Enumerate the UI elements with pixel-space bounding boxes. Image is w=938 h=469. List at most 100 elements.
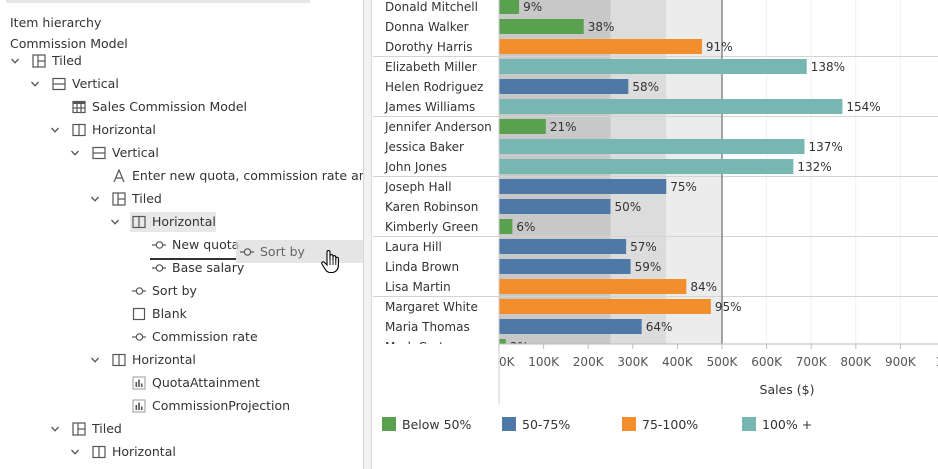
horizontal-layout-icon <box>92 445 106 459</box>
tree-item[interactable]: Tiled <box>0 189 363 209</box>
tree-item-label: QuotaAttainment <box>152 375 260 390</box>
bar[interactable] <box>499 0 520 14</box>
legend-item[interactable]: 100% + <box>742 412 812 436</box>
bar[interactable] <box>499 199 611 214</box>
x-tick-label: 1,0 <box>935 355 938 369</box>
tree-item[interactable]: Horizontal <box>0 120 363 140</box>
chevron-down-icon[interactable] <box>10 56 20 66</box>
tree-item[interactable]: QuotaAttainment <box>0 373 363 393</box>
x-tick-label: 700K <box>796 355 828 369</box>
chevron-down-icon[interactable] <box>30 79 40 89</box>
legend-item[interactable]: Below 50% <box>382 412 471 436</box>
legend-item[interactable]: 50-75% <box>502 412 570 436</box>
x-tick-label: 500K <box>707 355 739 369</box>
tree-item[interactable]: Vertical <box>0 74 363 94</box>
legend-label: 75-100% <box>642 416 699 432</box>
category-label: Mark Carter <box>385 340 456 354</box>
bar[interactable] <box>499 59 807 74</box>
bar-value-label: 9% <box>523 0 542 14</box>
chevron-down-icon[interactable] <box>110 217 120 227</box>
chevron-down-icon[interactable] <box>70 447 80 457</box>
tree-item[interactable]: Tiled <box>0 419 363 439</box>
tree-item-label: Enter new quota, commission rate and <box>132 168 364 183</box>
tree-item-label: Vertical <box>112 145 159 160</box>
bar[interactable] <box>499 179 667 194</box>
tree-item[interactable]: Commission rate <box>0 327 363 347</box>
panel-top-divider <box>6 0 310 3</box>
category-label: Linda Brown <box>385 260 459 274</box>
tree-item-label: Tiled <box>132 191 162 206</box>
bar-value-label: 138% <box>811 60 845 74</box>
tree-item[interactable]: Blank <box>0 304 363 324</box>
bar-value-label: 3% <box>510 340 529 354</box>
legend-item[interactable]: 75-100% <box>622 412 698 436</box>
bar[interactable] <box>499 99 843 114</box>
bar-value-label: 6% <box>516 220 535 234</box>
category-label: Jessica Baker <box>384 140 464 154</box>
category-label: Laura Hill <box>385 240 442 254</box>
tree-item[interactable]: Sort by <box>0 281 363 301</box>
tree-item[interactable]: Horizontal <box>0 350 363 370</box>
tree-item[interactable]: New quota <box>0 235 363 255</box>
sheet-icon <box>132 376 146 390</box>
tree-item-label: Sales Commission Model <box>92 99 248 114</box>
bar-value-label: 95% <box>715 300 742 314</box>
category-label: Maria Thomas <box>385 320 470 334</box>
legend-label: 100% + <box>762 416 813 432</box>
tree-item[interactable]: Vertical <box>0 143 363 163</box>
category-label: James Williams <box>384 100 475 114</box>
category-label: John Jones <box>384 160 447 174</box>
bar-chart: Donald Mitchell 9% Donna Walker 38% Dorothy … <box>373 0 938 404</box>
tree-item[interactable]: Base salary <box>0 258 363 278</box>
bar[interactable] <box>499 299 711 314</box>
bar-value-label: 64% <box>646 320 673 334</box>
model-label[interactable]: Commission Model <box>10 36 128 51</box>
bar[interactable] <box>499 159 794 174</box>
tree-item[interactable]: Enter new quota, commission rate and <box>0 166 364 186</box>
panel-splitter[interactable] <box>364 0 372 469</box>
tree-item[interactable]: Horizontal <box>111 212 216 232</box>
category-label: Donald Mitchell <box>385 0 478 14</box>
bar[interactable] <box>499 219 513 234</box>
chevron-down-icon[interactable] <box>50 125 60 135</box>
category-label: Karen Robinson <box>385 200 478 214</box>
x-tick-label: 800K <box>840 355 872 369</box>
chevron-down-icon[interactable] <box>90 194 100 204</box>
x-tick-label: 600K <box>751 355 783 369</box>
tree-item[interactable]: CommissionProjection <box>0 396 363 416</box>
bar[interactable] <box>499 339 506 354</box>
x-tick-label: 0K <box>499 355 516 369</box>
category-label: Lisa Martin <box>385 280 451 294</box>
tree-item-label: Blank <box>152 306 187 321</box>
bar[interactable] <box>499 239 627 254</box>
bar[interactable] <box>499 279 687 294</box>
table-icon <box>72 100 86 114</box>
x-axis-title: Sales ($) <box>760 382 815 397</box>
x-tick-label: 200K <box>573 355 605 369</box>
bar[interactable] <box>499 139 805 154</box>
tree-item-label: Tiled <box>52 53 82 68</box>
tree-item[interactable]: Sales Commission Model <box>0 97 363 117</box>
bar-value-label: 84% <box>690 280 717 294</box>
bar[interactable] <box>499 259 631 274</box>
category-label: Helen Rodriguez <box>385 80 483 94</box>
tree-item-label: Sort by <box>152 283 197 298</box>
bar-value-label: 50% <box>615 200 642 214</box>
tree-item[interactable]: Tiled <box>0 51 363 71</box>
parameter-icon <box>152 238 166 252</box>
tree-item[interactable]: Horizontal <box>0 442 363 462</box>
bar-value-label: 75% <box>670 180 697 194</box>
chevron-down-icon[interactable] <box>50 424 60 434</box>
parameter-icon <box>240 244 254 258</box>
commission-chart: Donald Mitchell 9% Donna Walker 38% Dorothy … <box>373 0 938 469</box>
chevron-down-icon[interactable] <box>90 355 100 365</box>
vertical-layout-icon <box>92 146 106 160</box>
bar[interactable] <box>499 319 642 334</box>
bar[interactable] <box>499 19 584 34</box>
chevron-down-icon[interactable] <box>70 148 80 158</box>
bar[interactable] <box>499 79 629 94</box>
tree-item-label: Base salary <box>172 260 245 275</box>
bar[interactable] <box>499 39 702 54</box>
bar[interactable] <box>499 119 546 134</box>
tree-item-label: Horizontal <box>132 352 196 367</box>
